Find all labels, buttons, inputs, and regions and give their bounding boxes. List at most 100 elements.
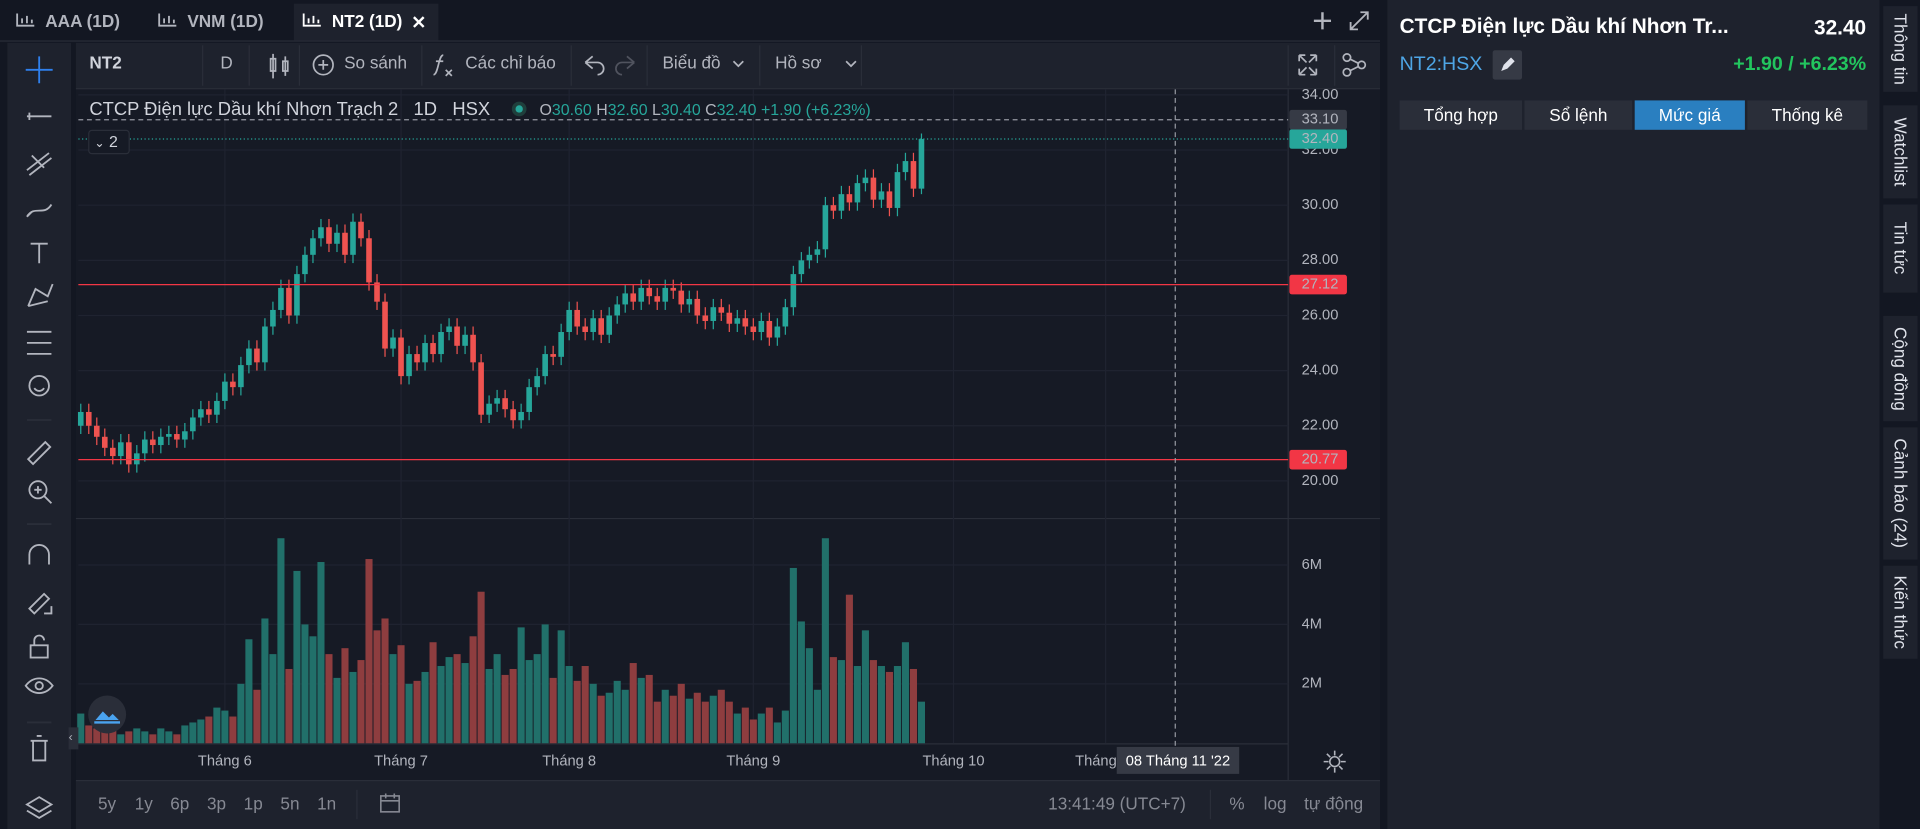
- volume-bar: [629, 663, 637, 744]
- candle-body: [182, 431, 188, 440]
- tab[interactable]: VNM (1D): [187, 11, 264, 31]
- profile[interactable]: Hồ sơ: [775, 52, 822, 73]
- separator: [298, 45, 301, 86]
- side-tab[interactable]: Thông tin: [1883, 6, 1918, 92]
- scale-option[interactable]: tự động: [1304, 793, 1364, 814]
- range[interactable]: 1y: [134, 793, 153, 814]
- candle-body: [398, 337, 404, 377]
- volume-bar: [661, 689, 669, 744]
- range[interactable]: 5y: [97, 793, 117, 814]
- candle-body: [702, 315, 709, 321]
- panel-tab[interactable]: Sổ lệnh: [1524, 100, 1633, 130]
- volume-bar: [333, 677, 341, 744]
- candle-body: [790, 274, 797, 308]
- range[interactable]: 3p: [206, 793, 227, 814]
- volume-bar: [93, 728, 101, 744]
- bottom-bar: [75, 780, 1381, 829]
- volume-bar: [829, 657, 837, 744]
- separator: [421, 45, 423, 86]
- candle-body: [574, 309, 580, 327]
- interval[interactable]: D: [220, 52, 233, 73]
- scale-option[interactable]: log: [1263, 793, 1287, 814]
- volume-bar: [149, 734, 157, 744]
- symbol[interactable]: NT2: [89, 52, 122, 73]
- side-tab[interactable]: Cảnh báo (24): [1883, 427, 1918, 560]
- candle-body: [550, 354, 556, 357]
- candle-body: [766, 320, 773, 338]
- separator: [202, 45, 204, 86]
- side-tab[interactable]: Kiến thức: [1883, 565, 1918, 659]
- candle-body: [734, 318, 741, 324]
- candle-body: [758, 320, 765, 333]
- volume-bar: [509, 668, 517, 744]
- volume-bar: [589, 683, 597, 744]
- chart-style[interactable]: Biểu đồ: [662, 52, 721, 73]
- volume-bar: [853, 666, 861, 744]
- volume-bar: [141, 731, 149, 744]
- candle-body: [430, 343, 436, 355]
- price-label-box: [1289, 129, 1347, 149]
- volume-bar: [117, 734, 125, 744]
- panel-tab[interactable]: Tổng hợp: [1399, 100, 1523, 130]
- candle-body: [326, 227, 332, 244]
- panel-tab[interactable]: Mức giá: [1634, 100, 1745, 130]
- candle-body: [910, 161, 917, 189]
- panel-tab[interactable]: Thống kê: [1747, 100, 1868, 130]
- volume-bar: [709, 695, 717, 744]
- edit-button[interactable]: [1492, 50, 1523, 80]
- side-tab[interactable]: Tin tức: [1883, 204, 1918, 293]
- volume-bar: [541, 624, 549, 744]
- y-tick-label: 22.00: [1302, 418, 1339, 434]
- volume-bar: [421, 671, 429, 744]
- volume-bar: [637, 677, 645, 744]
- candle-body: [358, 221, 364, 239]
- y-tick-label: 20.00: [1302, 473, 1339, 489]
- range[interactable]: 6p: [170, 793, 190, 814]
- x-tick-label: Tháng 8: [542, 754, 596, 770]
- panel-ticker[interactable]: NT2:HSX: [1399, 53, 1483, 75]
- volume-bar: [597, 695, 605, 744]
- range[interactable]: 5n: [280, 793, 300, 814]
- candle-body: [101, 436, 108, 448]
- candle-body: [366, 238, 372, 283]
- settings-icon[interactable]: [1322, 749, 1346, 773]
- side-tab[interactable]: Cộng đồng: [1883, 315, 1918, 422]
- volume-bar: [557, 630, 565, 744]
- candle-body: [718, 307, 725, 313]
- candle-body: [238, 365, 244, 388]
- collapse-toolbar[interactable]: ‹: [68, 727, 79, 750]
- volume-bar: [197, 719, 205, 744]
- collapse-button[interactable]: ⌄ 2: [88, 129, 130, 155]
- candle-body: [206, 409, 212, 415]
- candle-body: [230, 381, 236, 388]
- tab[interactable]: NT2 (1D): [331, 11, 403, 31]
- date-range-icon[interactable]: [378, 792, 402, 814]
- candle-body: [254, 348, 260, 363]
- candle-body: [270, 309, 276, 327]
- scale-option[interactable]: %: [1229, 793, 1245, 814]
- volume-bar: [109, 728, 117, 744]
- logo[interactable]: [88, 695, 127, 734]
- volume-bar: [693, 692, 701, 744]
- separator: [646, 45, 648, 86]
- separator: [356, 789, 358, 820]
- candle-body: [814, 249, 821, 255]
- candle-body: [662, 287, 669, 302]
- volume-bar: [749, 719, 757, 744]
- candle-body: [142, 439, 148, 454]
- candle-body: [886, 191, 893, 208]
- panel-change: +1.90 / +6.23%: [1733, 53, 1867, 75]
- indicators[interactable]: Các chỉ báo: [465, 52, 556, 73]
- volume-bar: [469, 636, 477, 744]
- compare[interactable]: So sánh: [344, 52, 407, 73]
- range[interactable]: 1p: [243, 793, 263, 814]
- volume-bar: [165, 731, 173, 744]
- range[interactable]: 1n: [317, 793, 337, 814]
- candle-body: [310, 238, 316, 255]
- candle-body: [774, 326, 781, 338]
- side-tab[interactable]: Watchlist: [1883, 105, 1918, 199]
- candle-body: [558, 332, 564, 357]
- candle-body: [798, 260, 805, 275]
- tab[interactable]: AAA (1D): [45, 11, 120, 31]
- volume-bar: [301, 624, 309, 744]
